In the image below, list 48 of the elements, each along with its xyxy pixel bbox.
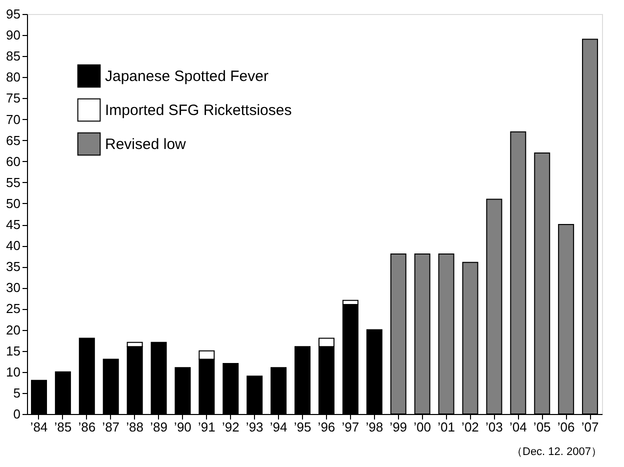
x-tick-label: ’07 (581, 420, 599, 434)
legend-label: Revised low (105, 136, 186, 153)
x-tick-label: ’94 (270, 420, 288, 434)
y-tick-label: 40 (6, 238, 20, 254)
y-tick-label: 60 (6, 154, 20, 169)
legend-label: Japanese Spotted Fever (105, 68, 268, 85)
text: （Dec. 12. 2007） (512, 446, 602, 458)
y-tick-label: 35 (6, 259, 20, 274)
x-tick-label: ’88 (126, 420, 144, 434)
y-tick-label: 5 (13, 385, 20, 400)
y-tick-label: 90 (6, 28, 20, 43)
y-tick-label: 15 (6, 343, 20, 358)
y-tick-label: 20 (6, 322, 20, 338)
x-tick-label: ’91 (198, 420, 216, 434)
y-tick-label: 65 (6, 132, 20, 148)
x-tick-label: ’84 (30, 420, 48, 434)
x-tick-label: ’90 (174, 420, 192, 434)
x-tick-label: ’87 (102, 420, 120, 434)
y-tick-label: 80 (6, 70, 20, 85)
x-tick-label: ’85 (54, 420, 72, 434)
y-tick-label: 55 (6, 174, 20, 190)
y-tick-label: 45 (6, 217, 20, 232)
y-tick-label: 95 (6, 6, 20, 22)
y-tick-label: 0 (13, 406, 20, 422)
x-tick-label: ’99 (390, 420, 408, 434)
x-tick-label: ’03 (486, 420, 503, 434)
legend-label: Imported SFG Rickettsioses (105, 102, 292, 119)
y-tick-label: 70 (6, 112, 20, 127)
x-tick-label: ’04 (509, 420, 527, 434)
x-tick-label: ’89 (150, 420, 168, 434)
x-tick-label: ’97 (342, 420, 360, 434)
y-tick-label: 75 (6, 90, 20, 106)
x-tick-label: ’92 (222, 420, 240, 434)
x-tick-label: ’02 (462, 420, 479, 434)
x-tick-label: ’05 (533, 420, 551, 434)
x-tick-label: ’96 (318, 420, 336, 434)
x-tick-label: ’01 (438, 420, 455, 434)
y-tick-label: 10 (6, 364, 20, 380)
y-tick-label: 50 (6, 196, 20, 211)
x-tick-label: ’86 (78, 420, 96, 434)
x-tick-label: ’95 (294, 420, 312, 434)
y-tick-label: 30 (6, 280, 20, 296)
x-tick-label: ’06 (557, 420, 575, 434)
x-tick-label: ’00 (414, 420, 431, 434)
y-tick-label: 85 (6, 48, 20, 64)
x-tick-label: ’93 (246, 420, 264, 434)
y-tick-label: 25 (6, 301, 20, 316)
x-tick-label: ’98 (366, 420, 384, 434)
